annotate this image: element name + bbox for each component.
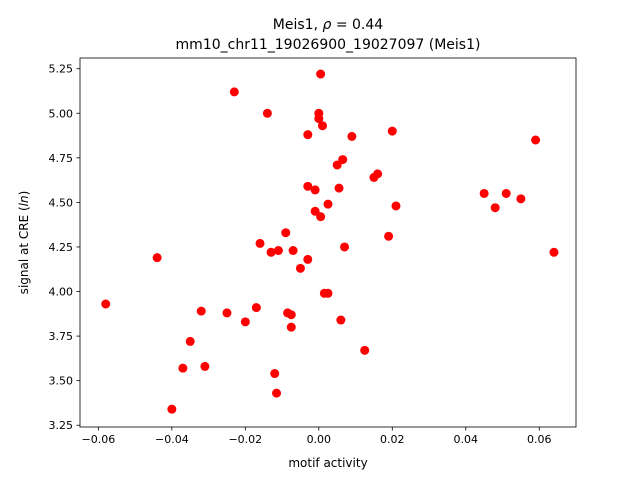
data-point: [273, 246, 283, 256]
data-point: [288, 246, 298, 256]
data-point: [384, 231, 394, 241]
data-point: [303, 254, 313, 264]
data-point: [314, 114, 324, 124]
x-tick-label: −0.02: [228, 433, 262, 446]
x-tick-label: −0.06: [82, 433, 116, 446]
data-point: [286, 322, 296, 332]
data-point: [167, 404, 177, 414]
data-point: [255, 238, 265, 248]
data-point: [334, 183, 344, 193]
data-point: [316, 69, 326, 79]
data-point: [490, 203, 500, 213]
y-tick-label: 3.75: [49, 330, 74, 343]
data-point: [501, 188, 511, 198]
x-axis-label: motif activity: [288, 456, 367, 470]
data-point: [281, 228, 291, 238]
data-point: [387, 126, 397, 136]
axis-ticks: −0.06 −0.04 −0.02 0.00 0.02 0.04 0.06 3.25 3.50 3…: [49, 63, 552, 446]
data-point: [270, 369, 280, 379]
data-point: [222, 308, 232, 318]
y-tick-label: 4.75: [49, 152, 74, 165]
data-point: [531, 135, 541, 145]
data-point: [316, 212, 326, 222]
data-point: [336, 315, 346, 325]
data-point: [152, 253, 162, 263]
data-point: [360, 345, 370, 355]
x-tick-label: 0.04: [454, 433, 479, 446]
x-tick-label: 0.06: [527, 433, 552, 446]
data-point: [240, 317, 250, 327]
data-point: [317, 121, 327, 131]
y-tick-label: 4.50: [49, 196, 74, 209]
data-point: [262, 108, 272, 118]
data-point: [340, 242, 350, 252]
data-point: [196, 306, 206, 316]
y-tick-label: 4.25: [49, 241, 74, 254]
x-tick-label: −0.04: [155, 433, 189, 446]
data-point: [303, 130, 313, 140]
data-point: [229, 87, 239, 97]
data-point: [251, 303, 261, 313]
data-point: [323, 288, 333, 298]
data-point: [310, 185, 320, 195]
data-point: [185, 336, 195, 346]
data-points: [101, 69, 559, 414]
data-point: [101, 299, 111, 309]
data-point: [178, 363, 188, 373]
data-point: [338, 155, 348, 165]
data-point: [373, 169, 383, 179]
plot-area-frame: [79, 57, 577, 428]
y-tick-label: 3.50: [49, 375, 74, 388]
data-point: [286, 310, 296, 320]
y-tick-label: 4.00: [49, 286, 74, 299]
x-tick-label: 0.00: [307, 433, 332, 446]
data-point: [303, 181, 313, 191]
data-point: [516, 194, 526, 204]
chart-title-line1: Meis1, ρ = 0.44: [273, 17, 383, 33]
data-point: [323, 199, 333, 209]
data-point: [200, 361, 210, 371]
y-axis-label: signal at CRE (ln): [17, 191, 31, 295]
data-point: [272, 388, 282, 398]
data-point: [347, 131, 357, 141]
y-tick-label: 5.00: [49, 107, 74, 120]
y-tick-label: 3.25: [49, 419, 74, 432]
data-point: [295, 263, 305, 273]
x-tick-label: 0.02: [380, 433, 405, 446]
y-tick-label: 5.25: [49, 63, 74, 76]
data-point: [479, 188, 489, 198]
data-point: [266, 247, 276, 257]
data-point: [391, 201, 401, 211]
chart-title-line2: mm10_chr11_19026900_19027097 (Meis1): [176, 37, 481, 53]
data-point: [549, 247, 559, 257]
